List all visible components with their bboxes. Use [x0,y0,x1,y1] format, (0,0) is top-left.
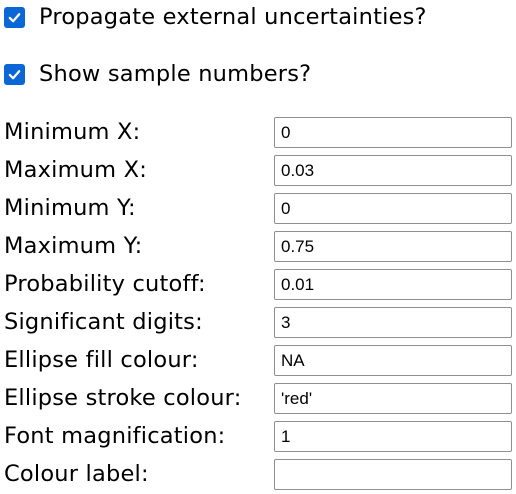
propagate-uncertainties-option[interactable]: Propagate external uncertainties? [4,2,427,32]
significant-digits-row: Significant digits: [4,307,512,338]
ellipse-fill-colour-input[interactable] [274,345,512,376]
colour-label-label: Colour label: [4,461,149,487]
maximum-y-row: Maximum Y: [4,231,512,262]
ellipse-stroke-colour-label: Ellipse stroke colour: [4,385,242,411]
minimum-y-input[interactable] [274,193,512,224]
show-sample-numbers-option[interactable]: Show sample numbers? [4,59,311,89]
ellipse-stroke-colour-input[interactable] [274,383,512,414]
minimum-x-label: Minimum X: [4,119,141,145]
checkmark-icon [8,12,21,22]
minimum-x-input[interactable] [274,117,512,148]
maximum-x-input[interactable] [274,155,512,186]
probability-cutoff-input[interactable] [274,269,512,300]
minimum-y-label: Minimum Y: [4,195,136,221]
ellipse-fill-colour-label: Ellipse fill colour: [4,347,199,373]
ellipse-fill-colour-row: Ellipse fill colour: [4,345,512,376]
ellipse-stroke-colour-row: Ellipse stroke colour: [4,383,512,414]
font-magnification-row: Font magnification: [4,421,512,452]
maximum-y-input[interactable] [274,231,512,262]
minimum-x-row: Minimum X: [4,117,512,148]
checkmark-icon [8,69,21,79]
propagate-uncertainties-checkbox[interactable] [4,6,25,28]
show-sample-numbers-checkbox[interactable] [4,63,25,85]
maximum-y-label: Maximum Y: [4,233,143,259]
probability-cutoff-row: Probability cutoff: [4,269,512,300]
significant-digits-label: Significant digits: [4,309,203,335]
significant-digits-input[interactable] [274,307,512,338]
font-magnification-input[interactable] [274,421,512,452]
probability-cutoff-label: Probability cutoff: [4,271,206,297]
minimum-y-row: Minimum Y: [4,193,512,224]
propagate-uncertainties-label: Propagate external uncertainties? [39,4,427,30]
colour-label-row: Colour label: [4,459,512,490]
show-sample-numbers-label: Show sample numbers? [39,61,312,87]
colour-label-input[interactable] [274,459,512,490]
maximum-x-row: Maximum X: [4,155,512,186]
font-magnification-label: Font magnification: [4,423,226,449]
maximum-x-label: Maximum X: [4,157,148,183]
